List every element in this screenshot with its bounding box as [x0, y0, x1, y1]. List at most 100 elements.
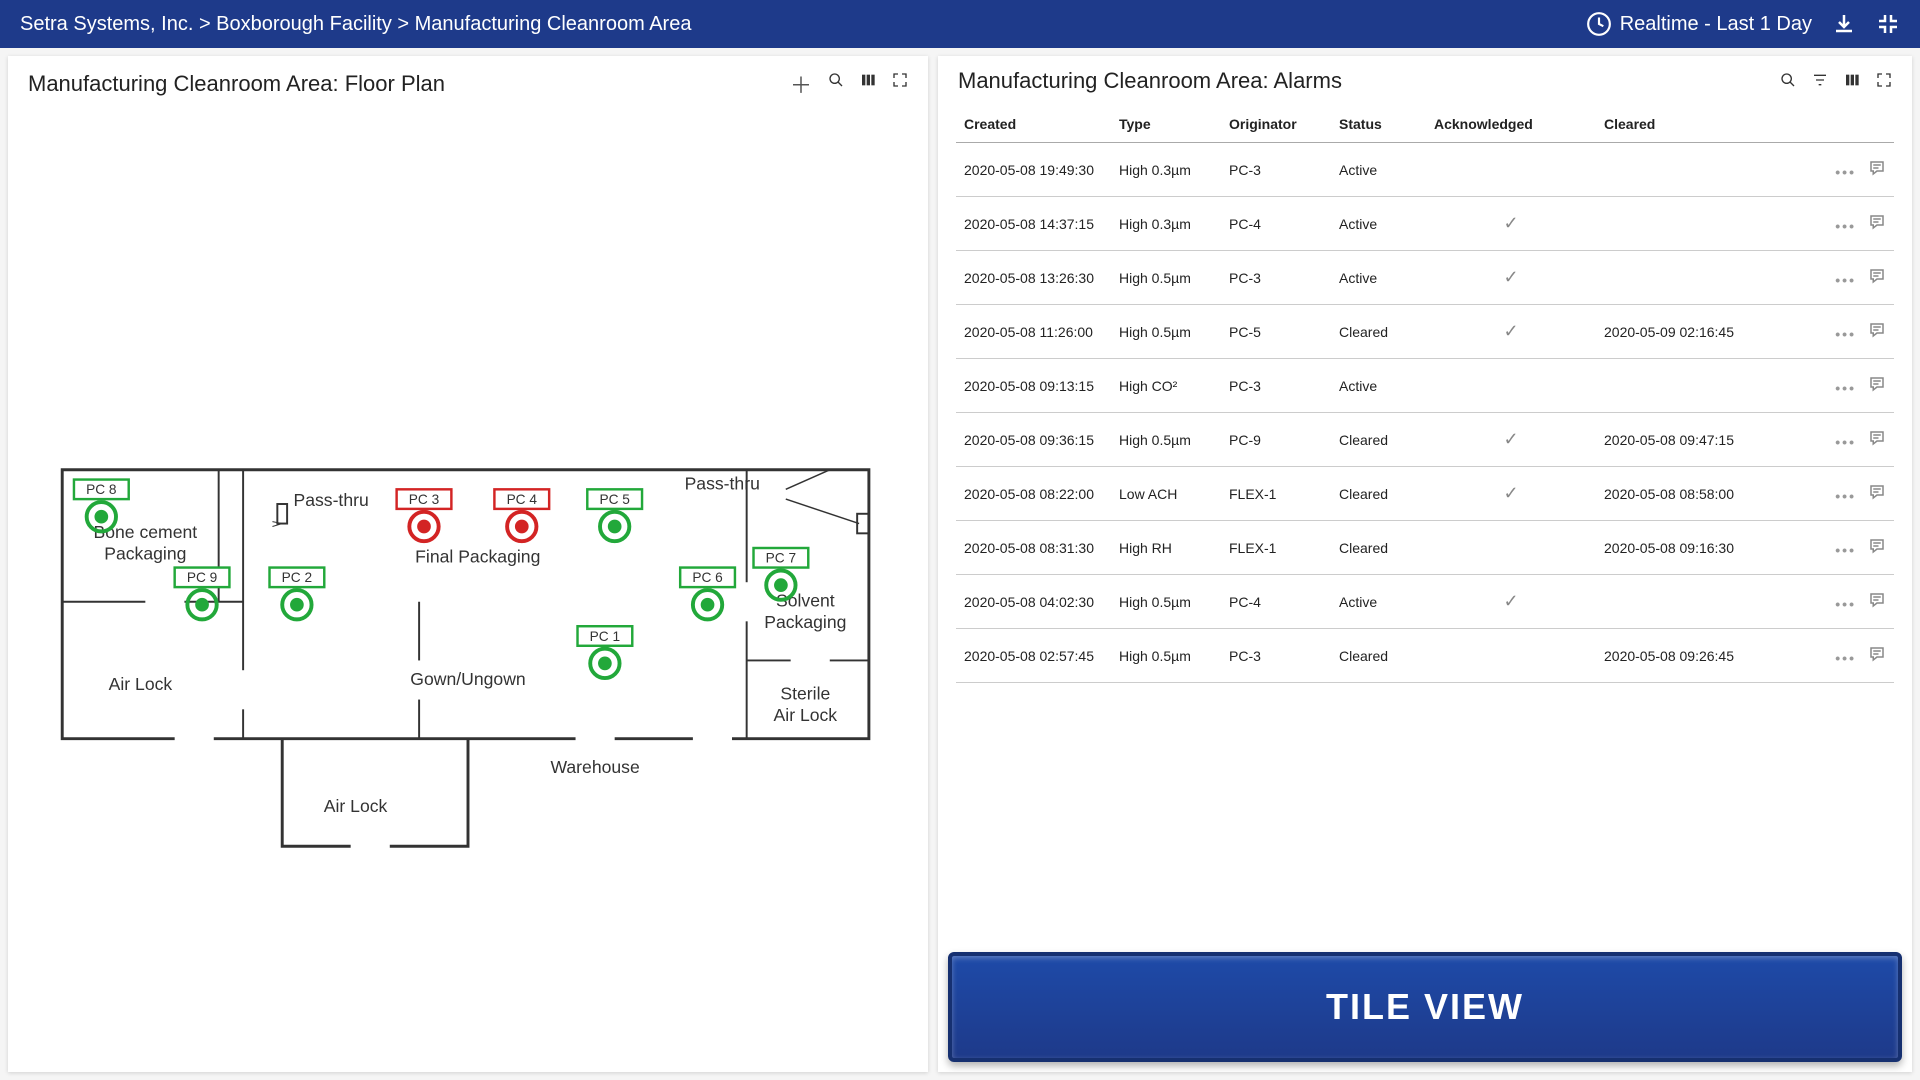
table-cell: 2020-05-08 08:22:00 [956, 467, 1111, 521]
table-cell: High 0.5µm [1111, 251, 1221, 305]
clock-icon [1586, 11, 1612, 37]
table-cell: PC-3 [1221, 629, 1331, 683]
fullscreen-exit-icon[interactable] [1876, 12, 1900, 36]
check-icon: ✓ [1503, 321, 1518, 341]
table-row[interactable]: 2020-05-08 13:26:30High 0.5µmPC-3Active✓… [956, 251, 1894, 305]
column-header[interactable]: Acknowledged [1426, 106, 1596, 143]
expand-icon[interactable] [1876, 68, 1892, 94]
table-cell [1596, 359, 1806, 413]
table-cell: High 0.3µm [1111, 143, 1221, 197]
table-row[interactable]: 2020-05-08 08:31:30High RHFLEX-1Cleared2… [956, 521, 1894, 575]
sensor-pc6[interactable]: PC 6 [680, 568, 735, 620]
ack-cell: ✓ [1426, 467, 1596, 521]
more-icon[interactable]: ••• [1835, 164, 1856, 180]
more-icon[interactable]: ••• [1835, 380, 1856, 396]
table-row[interactable]: 2020-05-08 19:49:30High 0.3µmPC-3Active•… [956, 143, 1894, 197]
breadcrumb[interactable]: Setra Systems, Inc. > Boxborough Facilit… [20, 13, 1586, 36]
more-icon[interactable]: ••• [1835, 542, 1856, 558]
table-cell: PC-3 [1221, 359, 1331, 413]
table-cell: Cleared [1331, 629, 1426, 683]
table-cell: Low ACH [1111, 467, 1221, 521]
comment-icon[interactable] [1868, 272, 1886, 288]
svg-text:PC 6: PC 6 [692, 570, 722, 585]
svg-text:PC 5: PC 5 [599, 492, 630, 507]
svg-text:Sterile: Sterile [780, 684, 830, 704]
svg-text:Bone cement: Bone cement [93, 522, 197, 542]
sensor-pc1[interactable]: PC 1 [578, 626, 633, 678]
comment-icon[interactable] [1868, 164, 1886, 180]
table-cell: 2020-05-08 14:37:15 [956, 197, 1111, 251]
table-cell: 2020-05-08 09:47:15 [1596, 413, 1806, 467]
comment-icon[interactable] [1868, 542, 1886, 558]
ack-cell: ✓ [1426, 413, 1596, 467]
download-icon[interactable] [1832, 12, 1856, 36]
floorplan-panel: Manufacturing Cleanroom Area: Floor Plan… [8, 56, 928, 1072]
column-header[interactable]: Created [956, 106, 1111, 143]
columns-icon[interactable] [1844, 68, 1860, 94]
table-cell: Active [1331, 251, 1426, 305]
more-icon[interactable]: ••• [1835, 488, 1856, 504]
more-icon[interactable]: ••• [1835, 434, 1856, 450]
sensor-pc3[interactable]: PC 3 [397, 489, 452, 541]
table-cell: 2020-05-08 02:57:45 [956, 629, 1111, 683]
filter-icon[interactable] [1812, 68, 1828, 94]
table-row[interactable]: 2020-05-08 08:22:00Low ACHFLEX-1Cleared✓… [956, 467, 1894, 521]
table-row[interactable]: 2020-05-08 11:26:00High 0.5µmPC-5Cleared… [956, 305, 1894, 359]
expand-icon[interactable] [892, 68, 908, 100]
ack-cell [1426, 359, 1596, 413]
table-cell: 2020-05-08 09:36:15 [956, 413, 1111, 467]
more-icon[interactable]: ••• [1835, 596, 1856, 612]
table-cell [1596, 251, 1806, 305]
sensor-pc9[interactable]: PC 9 [175, 568, 230, 620]
comment-icon[interactable] [1868, 380, 1886, 396]
svg-text:PC 1: PC 1 [590, 629, 620, 644]
comment-icon[interactable] [1868, 650, 1886, 666]
sensor-pc5[interactable]: PC 5 [587, 489, 642, 541]
alarms-panel: Manufacturing Cleanroom Area: Alarms Cre… [938, 56, 1912, 1072]
column-header[interactable]: Cleared [1596, 106, 1806, 143]
floorplan-title: Manufacturing Cleanroom Area: Floor Plan [28, 71, 790, 97]
table-row[interactable]: 2020-05-08 09:13:15High CO²PC-3Active••• [956, 359, 1894, 413]
ack-cell: ✓ [1426, 575, 1596, 629]
table-row[interactable]: 2020-05-08 14:37:15High 0.3µmPC-4Active✓… [956, 197, 1894, 251]
tile-view-button[interactable]: TILE VIEW [948, 952, 1902, 1062]
column-header[interactable]: Type [1111, 106, 1221, 143]
add-icon[interactable]: ＋ [790, 68, 812, 100]
table-cell: FLEX-1 [1221, 521, 1331, 575]
table-row[interactable]: 2020-05-08 02:57:45High 0.5µmPC-3Cleared… [956, 629, 1894, 683]
sensor-pc4[interactable]: PC 4 [494, 489, 549, 541]
comment-icon[interactable] [1868, 326, 1886, 342]
table-cell: PC-3 [1221, 251, 1331, 305]
floorplan-canvas[interactable]: Bone cementPackagingFinal PackagingSolve… [8, 112, 928, 1072]
table-cell: Active [1331, 197, 1426, 251]
table-cell: Cleared [1331, 413, 1426, 467]
columns-icon[interactable] [860, 68, 876, 100]
comment-icon[interactable] [1868, 218, 1886, 234]
svg-text:Air Lock: Air Lock [324, 796, 388, 816]
svg-text:Pass-thru: Pass-thru [685, 473, 760, 493]
table-row[interactable]: 2020-05-08 09:36:15High 0.5µmPC-9Cleared… [956, 413, 1894, 467]
alarms-table: CreatedTypeOriginatorStatusAcknowledgedC… [956, 106, 1894, 683]
comment-icon[interactable] [1868, 596, 1886, 612]
search-icon[interactable] [1780, 68, 1796, 94]
comment-icon[interactable] [1868, 488, 1886, 504]
more-icon[interactable]: ••• [1835, 272, 1856, 288]
column-header[interactable]: Status [1331, 106, 1426, 143]
comment-icon[interactable] [1868, 434, 1886, 450]
timerange-selector[interactable]: Realtime - Last 1 Day [1586, 11, 1812, 37]
svg-text:PC 9: PC 9 [187, 570, 217, 585]
ack-cell: ✓ [1426, 305, 1596, 359]
more-icon[interactable]: ••• [1835, 326, 1856, 342]
table-cell: Active [1331, 143, 1426, 197]
svg-text:PC 3: PC 3 [409, 492, 439, 507]
table-cell [1596, 143, 1806, 197]
table-row[interactable]: 2020-05-08 04:02:30High 0.5µmPC-4Active✓… [956, 575, 1894, 629]
search-icon[interactable] [828, 68, 844, 100]
sensor-pc2[interactable]: PC 2 [270, 568, 325, 620]
more-icon[interactable]: ••• [1835, 650, 1856, 666]
column-header[interactable]: Originator [1221, 106, 1331, 143]
table-cell: High 0.5µm [1111, 305, 1221, 359]
more-icon[interactable]: ••• [1835, 218, 1856, 234]
table-cell: Cleared [1331, 467, 1426, 521]
table-cell: 2020-05-09 02:16:45 [1596, 305, 1806, 359]
